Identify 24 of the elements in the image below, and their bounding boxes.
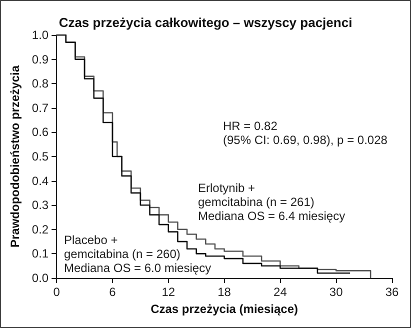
y-tick-label: 0.3: [32, 198, 49, 212]
y-tick-label: 0.1: [32, 246, 49, 261]
x-tick-label: 6: [109, 285, 116, 299]
x-tick-label: 30: [329, 285, 344, 299]
annotation: Erlotynib + gemcitabina (n = 261) Mediana OS = 6.4 miesięcy: [198, 181, 346, 223]
y-tick-label: 0.0: [32, 271, 49, 285]
y-tick-label: 0.9: [32, 52, 49, 66]
y-tick-label: 0.6: [32, 125, 49, 140]
x-axis-title: Czas przeżycia (miesiące): [150, 302, 298, 316]
y-tick-label: 0.7: [32, 100, 49, 115]
annotation: Placebo + gemcitabina (n = 260) Mediana OS = 6.0 miesięcy: [64, 233, 212, 275]
y-tick-label: 0.8: [32, 76, 49, 91]
annotation: HR = 0.82 (95% CI: 0.69, 0.98), p = 0.028: [223, 119, 388, 147]
y-tick-label: 0.4: [32, 174, 49, 188]
x-tick-label: 0: [53, 285, 60, 299]
x-tick-label: 36: [385, 285, 399, 299]
y-tick-label: 0.2: [32, 222, 49, 236]
y-tick-label: 1.0: [32, 28, 49, 42]
x-tick-label: 18: [218, 285, 232, 299]
chart-title: Czas przeżycia całkowitego – wszyscy pacjenci: [58, 15, 352, 30]
x-tick-label: 24: [274, 285, 288, 299]
x-tick-label: 12: [162, 285, 176, 299]
y-axis-title: Prawdopodobieństwo przeżycia: [8, 65, 22, 248]
y-tick-label: 0.5: [32, 150, 49, 164]
